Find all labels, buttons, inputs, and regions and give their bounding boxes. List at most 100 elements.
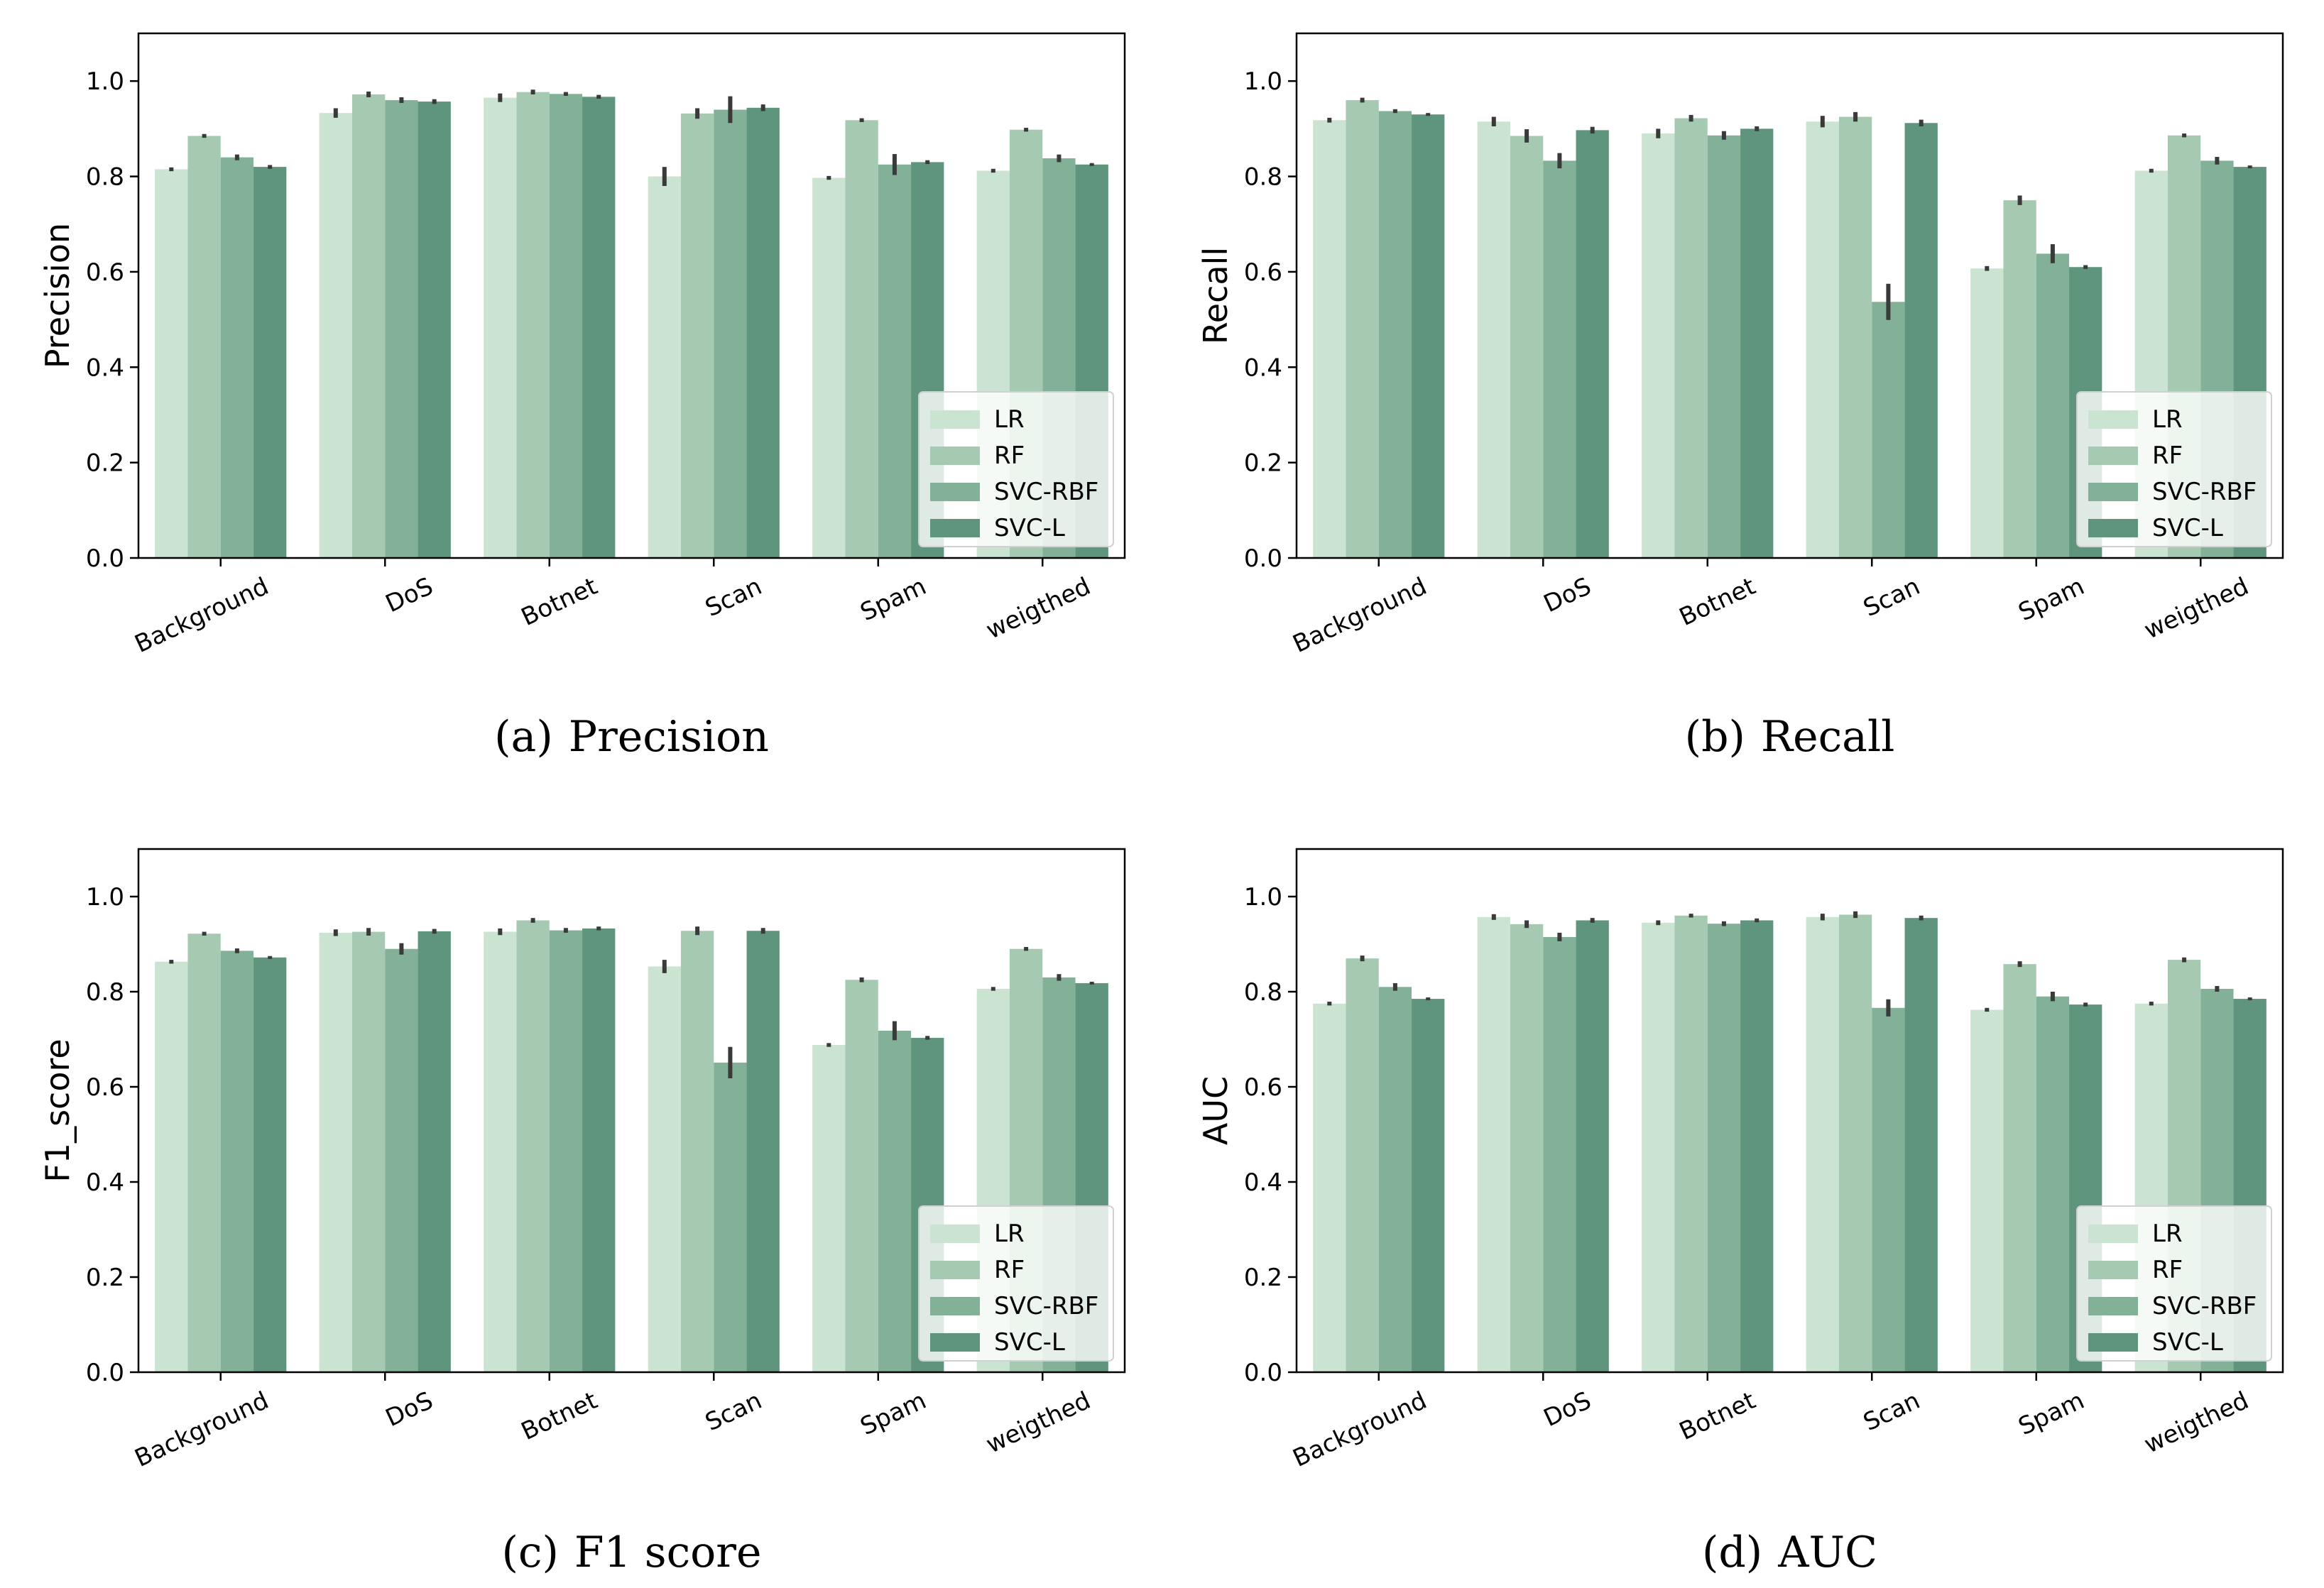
bar-rf-background: [1346, 958, 1379, 1372]
bar-lr-dos: [319, 113, 352, 559]
legend-label-lr: LR: [2152, 405, 2183, 434]
bar-svc-rbf-botnet: [549, 94, 583, 558]
y-tick-label: 0.4: [86, 1168, 124, 1197]
bar-svc-rbf-botnet: [1707, 924, 1741, 1372]
y-tick-label: 0.8: [1244, 163, 1282, 192]
bar-svc-rbf-dos: [1543, 936, 1576, 1372]
legend: LR RF SVC-RBF SVC-L: [2076, 1205, 2272, 1362]
y-tick-label: 0.0: [86, 1359, 124, 1387]
y-tick-label: 0.8: [1244, 978, 1282, 1007]
x-tick-label-weigthed: weigthed: [2140, 572, 2253, 645]
x-tick-label-botnet: Botnet: [517, 572, 602, 632]
legend-label-svc-rbf: SVC-RBF: [994, 1292, 1098, 1320]
legend-label-svc-l: SVC-L: [2152, 514, 2223, 542]
legend-swatch-svc-l: [2088, 519, 2138, 537]
bar-rf-spam: [2003, 200, 2036, 558]
bar-svc-l-background: [253, 957, 287, 1372]
legend-label-rf: RF: [2152, 1256, 2183, 1284]
legend-swatch-lr: [930, 1225, 980, 1243]
y-tick-label: 0.2: [1244, 1264, 1282, 1292]
bar-lr-scan: [648, 176, 681, 558]
bar-rf-botnet: [1674, 118, 1708, 559]
legend-label-lr: LR: [994, 405, 1025, 434]
legend-label-svc-rbf: SVC-RBF: [2152, 1292, 2257, 1320]
legend-box: [2076, 1205, 2272, 1362]
axes-frame: [137, 32, 1126, 559]
caption: (c) F1 score: [501, 1528, 761, 1577]
bar-svc-l-botnet: [1740, 128, 1774, 558]
legend-swatch-svc-rbf: [930, 1297, 980, 1315]
legend-swatch-lr: [2088, 1225, 2138, 1243]
legend-swatch-svc-rbf: [930, 483, 980, 501]
bar-svc-rbf-background: [220, 157, 254, 558]
legend-swatch-lr: [930, 410, 980, 429]
x-tick-label-dos: DoS: [381, 572, 437, 618]
x-tick-label-weigthed: weigthed: [982, 572, 1095, 645]
x-tick-label-spam: Spam: [856, 1386, 931, 1441]
bar-svc-l-botnet: [582, 97, 616, 559]
y-tick-label: 0.0: [1244, 1359, 1282, 1387]
bar-svc-rbf-scan: [714, 1062, 747, 1372]
bar-svc-l-dos: [1576, 920, 1609, 1372]
bar-rf-scan: [1838, 116, 1872, 558]
y-tick-label: 0.6: [86, 258, 124, 287]
x-tick-label-scan: Scan: [1859, 1386, 1924, 1437]
bar-svc-l-scan: [746, 931, 780, 1372]
legend-swatch-svc-rbf: [2088, 483, 2138, 501]
legend-label-svc-l: SVC-L: [2152, 1328, 2223, 1357]
bar-svc-rbf-scan: [714, 109, 747, 558]
bar-lr-background: [1313, 120, 1346, 559]
bar-svc-rbf-spam: [2036, 253, 2070, 558]
bar-rf-background: [1346, 100, 1379, 558]
bar-lr-dos: [319, 932, 352, 1372]
bar-lr-background: [1313, 1003, 1346, 1372]
legend: LR RF SVC-RBF SVC-L: [2076, 391, 2272, 547]
caption-tag: (b): [1685, 712, 1745, 762]
x-tick-label-dos: DoS: [1539, 1386, 1595, 1433]
bar-lr-botnet: [1642, 922, 1675, 1372]
bar-rf-scan: [1838, 914, 1872, 1372]
y-axis-label: F1_score: [38, 1039, 77, 1182]
bar-lr-spam: [812, 1045, 846, 1372]
x-tick-label-botnet: Botnet: [1675, 572, 1760, 632]
x-tick-label-dos: DoS: [381, 1386, 437, 1433]
bar-svc-l-botnet: [582, 928, 616, 1372]
y-tick-label: 0.0: [1244, 544, 1282, 573]
chart-panel-4: 0.0 0.2 0.4 0.6 0.8 1.0 Background DoS Botnet Sca…: [1196, 848, 2284, 1577]
caption: (b) Recall: [1685, 712, 1895, 762]
chart-panel-3: 0.0 0.2 0.4 0.6 0.8 1.0 Background DoS Botnet Sca…: [38, 848, 1126, 1577]
legend-box: [2076, 391, 2272, 547]
caption-tag: (a): [494, 712, 553, 762]
bar-lr-dos: [1477, 916, 1510, 1372]
bar-lr-dos: [1477, 121, 1510, 558]
legend-swatch-svc-rbf: [2088, 1297, 2138, 1315]
x-tick-label-scan: Scan: [701, 572, 766, 623]
bar-lr-botnet: [1642, 133, 1675, 559]
bar-rf-dos: [1510, 136, 1544, 558]
bar-lr-scan: [1806, 121, 1839, 558]
legend-label-svc-l: SVC-L: [994, 1328, 1065, 1357]
y-tick-label: 0.8: [86, 163, 124, 192]
y-tick-label: 0.4: [1244, 354, 1282, 382]
x-tick-label-background: Background: [131, 1386, 273, 1473]
bar-lr-scan: [648, 966, 681, 1372]
bar-lr-spam: [812, 177, 846, 558]
legend-swatch-svc-l: [2088, 1333, 2138, 1352]
y-tick-label: 1.0: [86, 883, 124, 911]
legend: LR RF SVC-RBF SVC-L: [918, 391, 1114, 547]
bar-lr-spam: [1970, 1009, 2004, 1372]
legend-box: [918, 391, 1114, 547]
bar-svc-l-background: [1412, 999, 1445, 1372]
x-tick-label-weigthed: weigthed: [982, 1386, 1095, 1460]
legend-label-rf: RF: [2152, 442, 2183, 470]
bar-svc-rbf-dos: [1543, 160, 1576, 558]
bar-lr-spam: [1970, 268, 2004, 558]
legend-swatch-rf: [2088, 447, 2138, 465]
bar-svc-l-background: [1412, 114, 1445, 558]
y-tick-label: 0.4: [1244, 1168, 1282, 1197]
caption-tag: (c): [501, 1528, 558, 1577]
y-tick-label: 0.6: [1244, 258, 1282, 287]
legend-label-lr: LR: [2152, 1220, 2183, 1248]
caption: (a) Precision: [494, 712, 769, 762]
caption-title: Precision: [569, 712, 769, 762]
